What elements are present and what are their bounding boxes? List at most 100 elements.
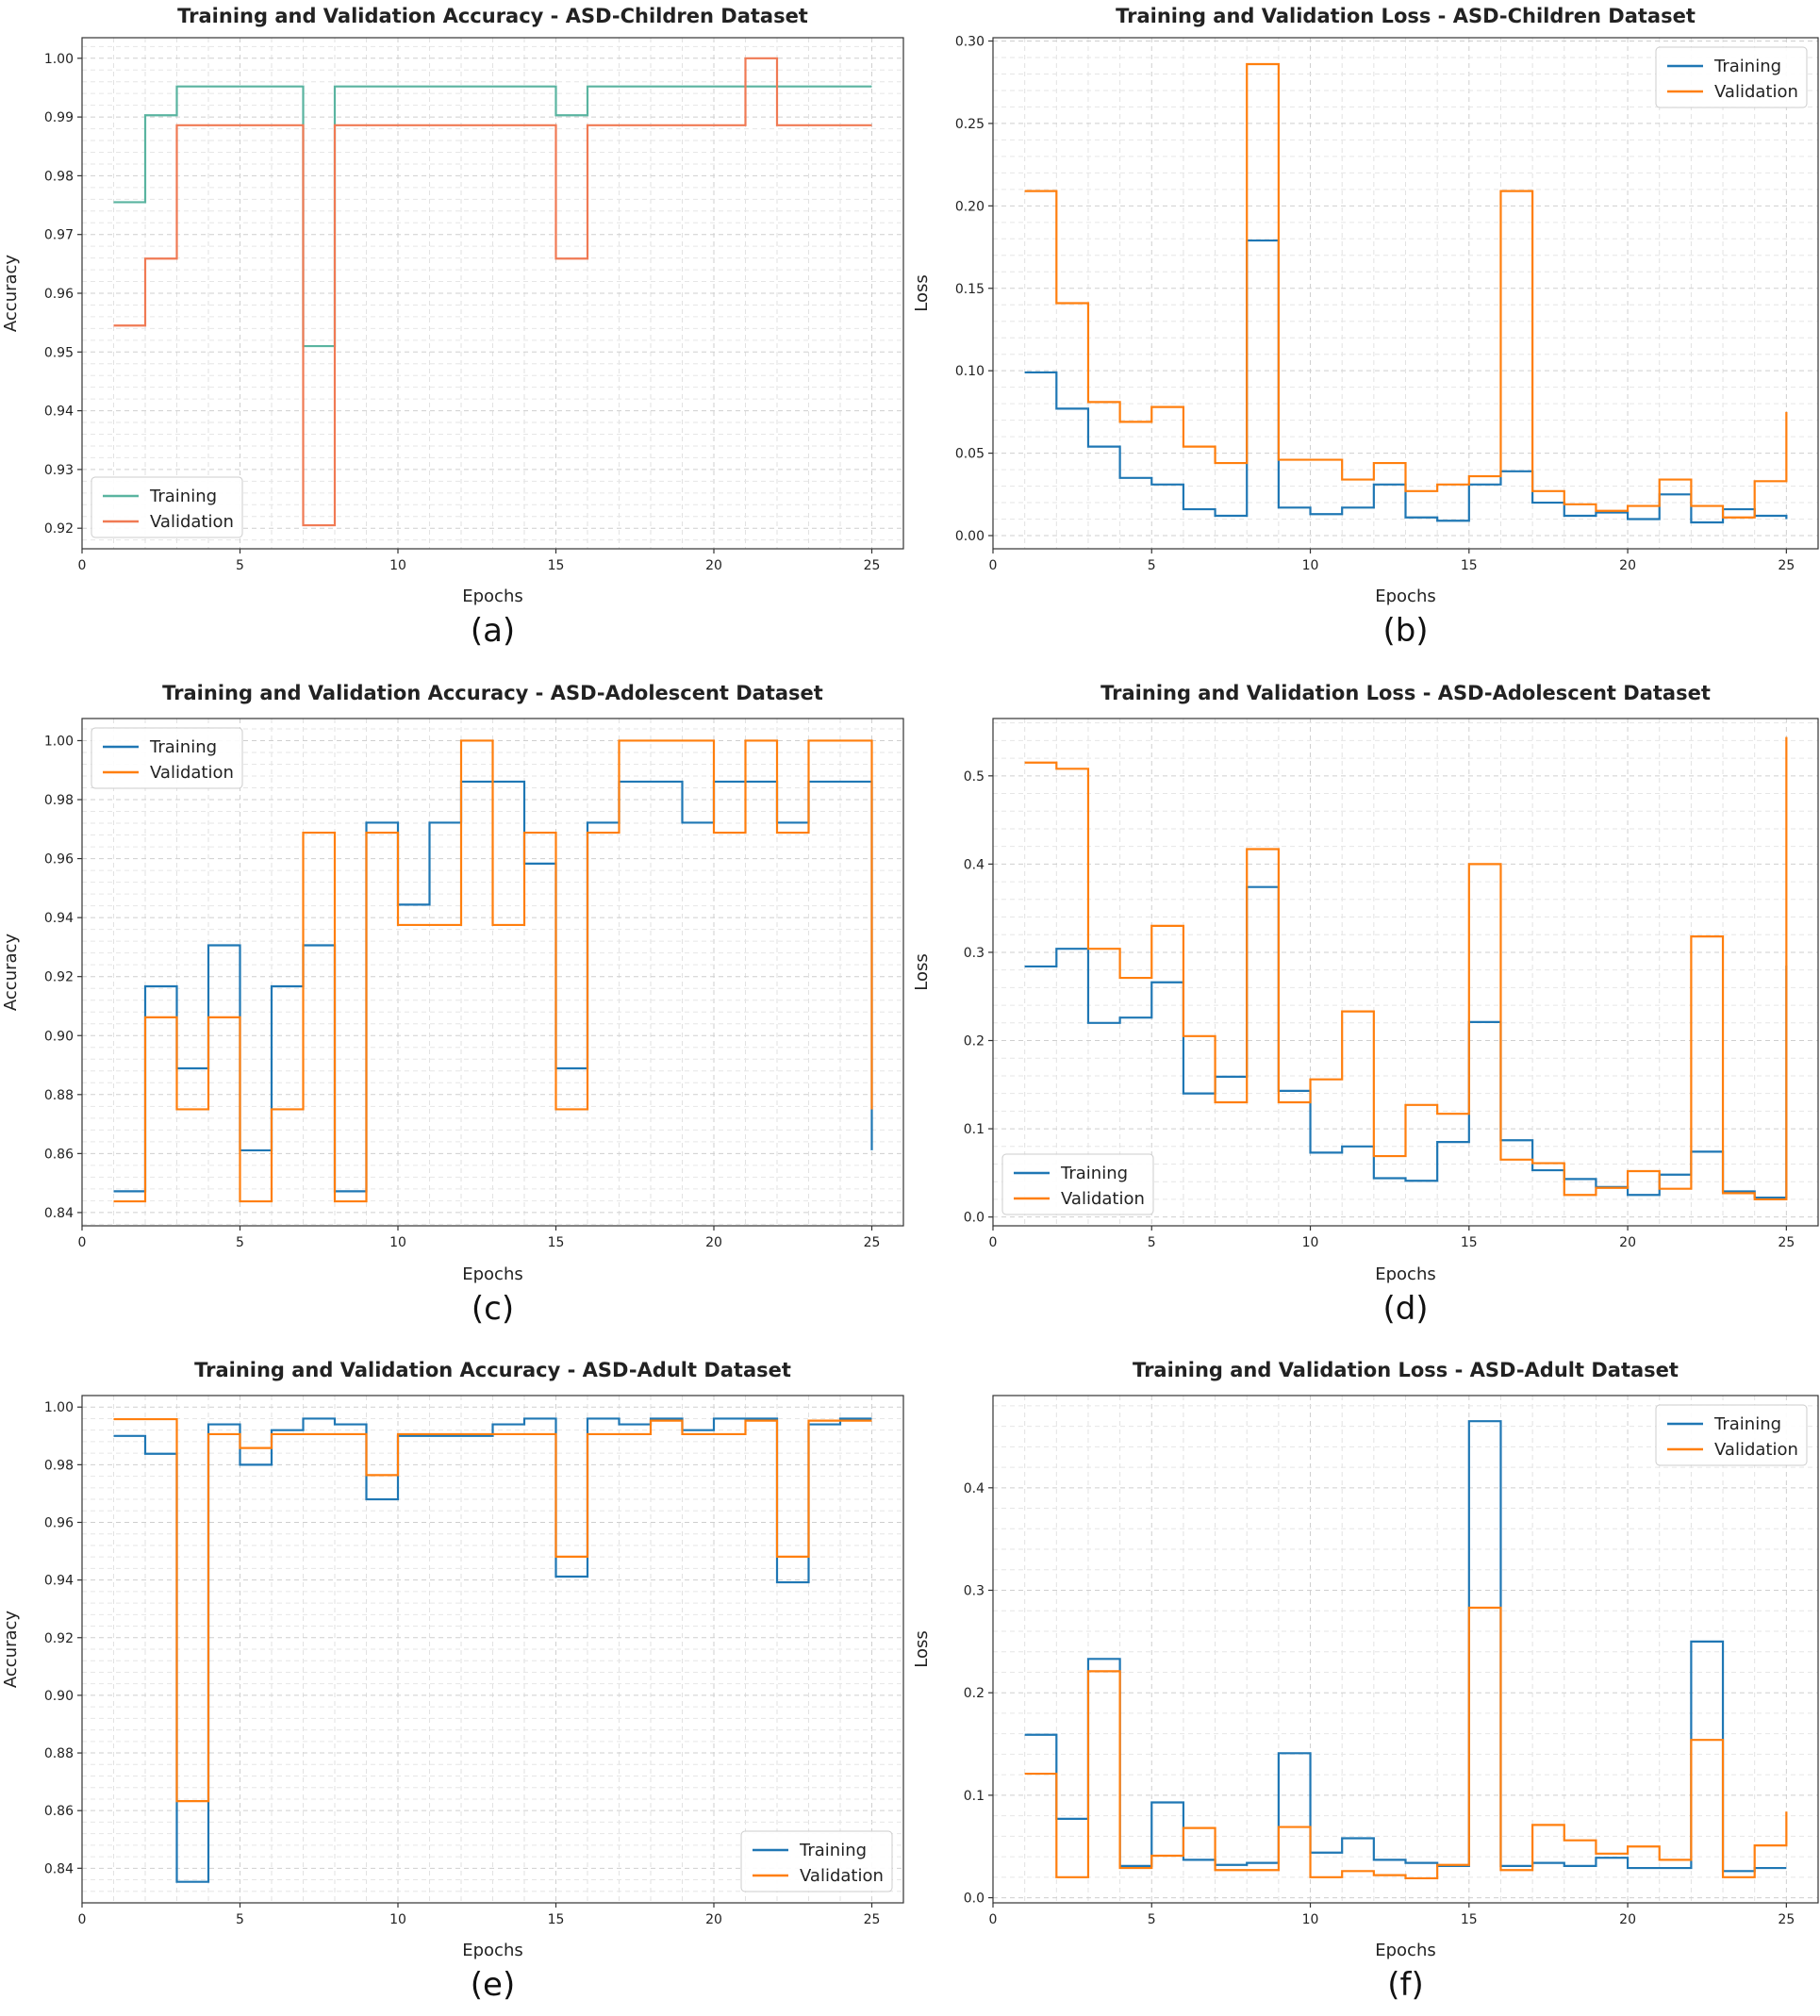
x-tick-label: 15 bbox=[1461, 558, 1478, 573]
y-tick-label: 0.3 bbox=[964, 946, 984, 961]
x-tick-label: 25 bbox=[864, 1912, 881, 1927]
y-tick-label: 0.95 bbox=[44, 345, 74, 360]
y-tick-label: 0.96 bbox=[44, 1516, 74, 1531]
y-tick-label: 0.94 bbox=[44, 405, 74, 420]
y-tick-label: 1.00 bbox=[44, 734, 74, 749]
plot-area bbox=[993, 1396, 1818, 1903]
x-tick-label: 25 bbox=[1778, 1235, 1795, 1250]
y-tick-label: 0.93 bbox=[44, 463, 74, 478]
y-axis-label: Accuracy bbox=[1, 1611, 21, 1689]
y-tick-label: 0.97 bbox=[44, 228, 74, 243]
y-tick-label: 0.1 bbox=[964, 1789, 984, 1804]
y-tick-label: 0.92 bbox=[44, 1631, 74, 1646]
x-tick-label: 0 bbox=[989, 558, 998, 573]
y-tick-label: 0.0 bbox=[964, 1211, 984, 1226]
y-tick-label: 0.3 bbox=[964, 1584, 984, 1599]
y-tick-label: 0.98 bbox=[44, 169, 74, 184]
chart-title: Training and Validation Loss - ASD-Child… bbox=[1116, 5, 1696, 27]
x-tick-label: 20 bbox=[705, 1235, 722, 1250]
x-tick-label: 10 bbox=[1302, 1912, 1319, 1927]
legend-label-training: Training bbox=[1060, 1164, 1128, 1183]
x-tick-label: 10 bbox=[389, 1912, 406, 1927]
gridlines bbox=[81, 1395, 904, 1904]
x-tick-label: 5 bbox=[1148, 1912, 1156, 1927]
x-tick-label: 15 bbox=[1461, 1235, 1478, 1250]
x-axis-label: Epochs bbox=[1375, 587, 1436, 606]
x-tick-label: 5 bbox=[1148, 558, 1156, 573]
y-axis-label: Loss bbox=[912, 1630, 932, 1667]
legend-label-validation: Validation bbox=[1714, 1440, 1798, 1460]
x-tick-label: 5 bbox=[236, 558, 244, 573]
panel-caption: (f) bbox=[1387, 1966, 1424, 2004]
y-axis-label: Accuracy bbox=[1, 255, 21, 333]
series-line-training bbox=[1024, 1420, 1787, 1873]
panel-caption: (d) bbox=[1382, 1290, 1428, 1328]
series-line-validation bbox=[1024, 62, 1788, 519]
x-tick-label: 20 bbox=[1619, 1912, 1636, 1927]
y-tick-label: 0.90 bbox=[44, 1689, 74, 1704]
y-tick-label: 0.05 bbox=[955, 447, 984, 462]
x-tick-label: 15 bbox=[548, 558, 565, 573]
y-tick-label: 0.10 bbox=[955, 364, 984, 379]
panel-caption: (e) bbox=[471, 1966, 515, 2004]
x-tick-label: 0 bbox=[989, 1235, 998, 1250]
y-axis-label: Loss bbox=[912, 274, 932, 311]
axes-frame bbox=[992, 37, 1819, 550]
y-tick-label: 0.86 bbox=[44, 1147, 74, 1162]
legend-label-training: Training bbox=[799, 1841, 867, 1860]
y-tick-label: 0.94 bbox=[44, 911, 74, 926]
y-axis-label: Accuracy bbox=[1, 934, 21, 1012]
y-tick-label: 0.96 bbox=[44, 852, 74, 868]
y-tick-label: 0.4 bbox=[964, 1481, 984, 1496]
axes-frame bbox=[992, 718, 1819, 1227]
chart-title: Training and Validation Accuracy - ASD-A… bbox=[162, 682, 823, 704]
legend: Training Validation bbox=[1655, 1404, 1808, 1466]
x-tick-label: 25 bbox=[864, 558, 881, 573]
y-tick-label: 0.30 bbox=[955, 34, 984, 49]
y-tick-label: 0.88 bbox=[44, 1088, 74, 1103]
x-tick-label: 15 bbox=[548, 1912, 565, 1927]
x-tick-label: 20 bbox=[1619, 558, 1636, 573]
y-tick-label: 0.86 bbox=[44, 1804, 74, 1819]
chart-title: Training and Validation Loss - ASD-Adult… bbox=[1133, 1359, 1679, 1381]
chart-title: Training and Validation Accuracy - ASD-C… bbox=[177, 5, 808, 27]
legend-label-training: Training bbox=[149, 487, 217, 506]
legend-label-training: Training bbox=[1713, 1414, 1781, 1434]
series-line-validation bbox=[113, 739, 873, 1203]
y-tick-label: 0.2 bbox=[964, 1034, 984, 1049]
legend: Training Validation bbox=[740, 1830, 893, 1892]
chart-title: Training and Validation Loss - ASD-Adole… bbox=[1100, 682, 1711, 704]
x-tick-label: 0 bbox=[989, 1912, 998, 1927]
x-tick-label: 0 bbox=[78, 1912, 87, 1927]
x-tick-label: 10 bbox=[1302, 1235, 1319, 1250]
y-axis-label: Loss bbox=[912, 953, 932, 990]
x-axis-label: Epochs bbox=[462, 1264, 523, 1284]
y-tick-label: 0.96 bbox=[44, 287, 74, 302]
y-tick-label: 0.2 bbox=[964, 1686, 984, 1701]
y-tick-label: 0.00 bbox=[955, 529, 984, 544]
legend: Training Validation bbox=[1001, 1153, 1154, 1215]
legend-label-training: Training bbox=[1713, 57, 1781, 76]
gridlines bbox=[992, 1396, 1819, 1903]
chart-panel-b: 0 5 10 15 20 25 0.00 0.05 0.10 0.15 0.20 0.25 0.30 Tr… bbox=[912, 5, 1819, 650]
y-tick-label: 0.92 bbox=[44, 970, 74, 985]
chart-panel-f: 0 5 10 15 20 25 0.0 0.1 0.2 0.3 0.4 Training and Va… bbox=[912, 1359, 1819, 2004]
x-tick-label: 25 bbox=[1778, 1912, 1795, 1927]
y-tick-label: 0.25 bbox=[955, 117, 984, 132]
axes-frame bbox=[992, 1395, 1819, 1904]
legend-label-validation: Validation bbox=[1714, 82, 1798, 102]
y-tick-label: 0.92 bbox=[44, 521, 74, 537]
panel-caption: (a) bbox=[471, 612, 515, 650]
legend-label-validation: Validation bbox=[1061, 1189, 1145, 1209]
y-tick-label: 0.99 bbox=[44, 110, 74, 125]
y-tick-label: 0.90 bbox=[44, 1029, 74, 1044]
x-tick-label: 20 bbox=[705, 1912, 722, 1927]
series-line-validation bbox=[1024, 1606, 1788, 1880]
chart-panel-e: 0 5 10 15 20 25 0.84 0.86 0.88 0.90 0.92 0.94 0.96 0.… bbox=[1, 1359, 904, 2004]
x-tick-label: 25 bbox=[864, 1235, 881, 1250]
x-tick-label: 15 bbox=[548, 1235, 565, 1250]
y-tick-label: 0.88 bbox=[44, 1746, 74, 1761]
y-tick-label: 0.98 bbox=[44, 1458, 74, 1473]
panel-caption: (c) bbox=[472, 1290, 514, 1328]
y-tick-label: 0.0 bbox=[964, 1892, 984, 1907]
